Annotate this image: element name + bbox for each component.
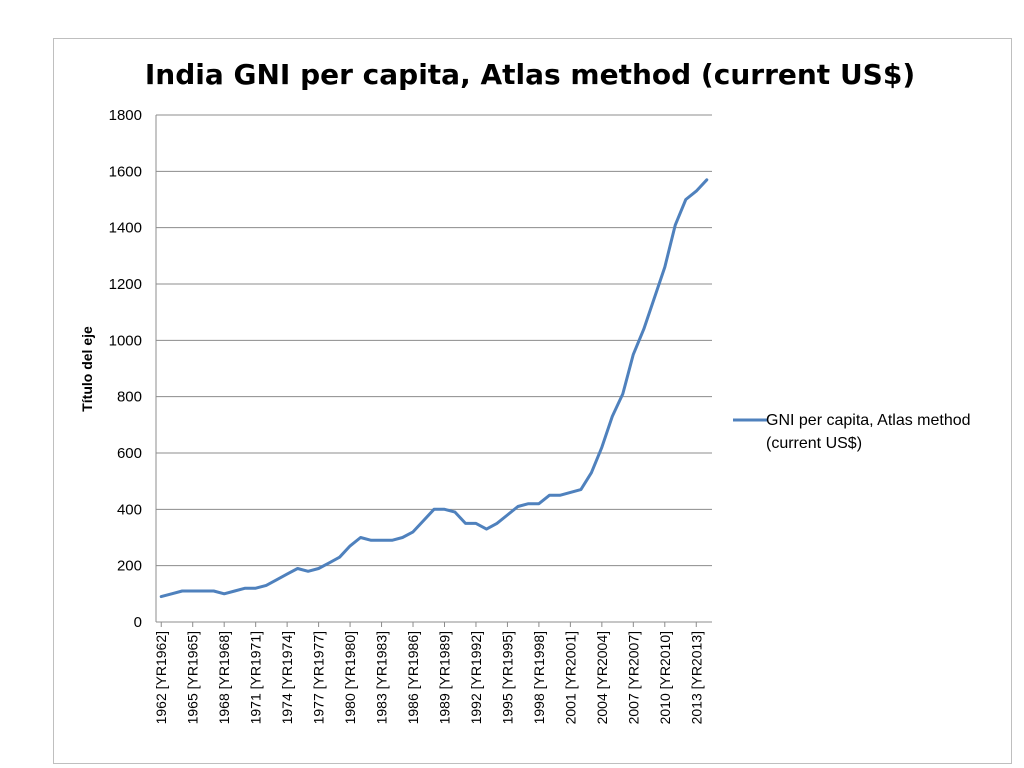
x-tick-label: 1980 [YR1980] [342, 631, 358, 724]
x-tick-label: 1983 [YR1983] [374, 631, 390, 724]
x-tick-label: 2007 [YR2007] [625, 631, 641, 724]
y-tick-label: 1200 [109, 276, 142, 293]
y-tick-label: 600 [117, 445, 142, 462]
x-tick-label: 1968 [YR1968] [216, 631, 232, 724]
x-tick-label: 1962 [YR1962] [153, 631, 169, 724]
x-tick-label: 1998 [YR1998] [531, 631, 547, 724]
y-tick-label: 200 [117, 558, 142, 575]
y-tick-label: 1600 [109, 163, 142, 180]
y-tick-label: 1000 [109, 332, 142, 349]
y-tick-label: 1400 [109, 220, 142, 237]
x-tick-label: 1995 [YR1995] [499, 631, 515, 724]
x-tick-label: 2010 [YR2010] [657, 631, 673, 724]
x-tick-label: 2001 [YR2001] [562, 631, 578, 724]
gridlines [155, 114, 712, 623]
series-line [159, 178, 709, 599]
legend-label-line-2: (current US$) [766, 435, 862, 452]
x-axis-ticks: 1962 [YR1962] 1965 [YR1965] 1968 [YR1968] 1… [153, 622, 704, 724]
x-tick-label: 2004 [YR2004] [594, 631, 610, 724]
line-chart: India GNI per capita, Atlas method (curr… [79, 58, 971, 724]
x-tick-label: 1977 [YR1977] [311, 631, 327, 724]
legend: GNI per capita, Atlas method (current US$… [733, 412, 971, 452]
y-tick-label: 0 [134, 614, 142, 631]
series-lines [159, 178, 709, 599]
x-tick-label: 1986 [YR1986] [405, 631, 421, 724]
y-tick-label: 400 [117, 501, 142, 518]
x-tick-label: 2013 [YR2013] [688, 631, 704, 724]
chart-frame: India GNI per capita, Atlas method (curr… [53, 38, 1012, 764]
x-tick-label: 1992 [YR1992] [468, 631, 484, 724]
y-tick-label: 800 [117, 389, 142, 406]
chart-title: India GNI per capita, Atlas method (curr… [145, 58, 915, 91]
x-tick-label: 1989 [YR1989] [436, 631, 452, 724]
legend-label-line-1: GNI per capita, Atlas method [766, 412, 971, 429]
x-tick-label: 1971 [YR1971] [248, 631, 264, 724]
y-axis-label: Título del eje [79, 326, 95, 412]
x-tick-label: 1965 [YR1965] [185, 631, 201, 724]
y-axis-ticks: 0 200 400 600 800 1000 1200 1400 1600 1800 [109, 107, 142, 631]
x-tick-label: 1974 [YR1974] [279, 631, 295, 724]
y-tick-label: 1800 [109, 107, 142, 124]
